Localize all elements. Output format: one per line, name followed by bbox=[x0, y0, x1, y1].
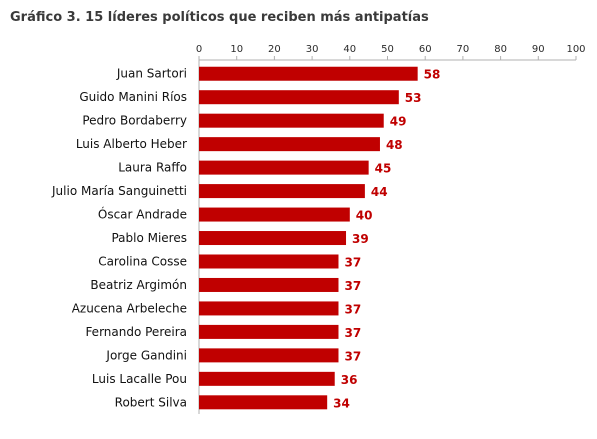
bar bbox=[199, 90, 399, 105]
value-label: 37 bbox=[344, 255, 361, 269]
category-label: Pedro Bordaberry bbox=[82, 114, 187, 128]
bar bbox=[199, 231, 347, 246]
category-label: Pablo Mieres bbox=[111, 231, 187, 245]
bar bbox=[199, 207, 350, 222]
bar bbox=[199, 66, 418, 81]
x-tick-label: 30 bbox=[306, 44, 319, 55]
bar bbox=[199, 395, 328, 410]
category-label: Robert Silva bbox=[115, 395, 187, 409]
bar bbox=[199, 137, 380, 152]
x-tick-label: 40 bbox=[343, 44, 356, 55]
value-label: 45 bbox=[375, 162, 392, 176]
x-tick-label: 80 bbox=[494, 44, 507, 55]
x-tick-label: 70 bbox=[457, 44, 470, 55]
x-tick-label: 20 bbox=[268, 44, 281, 55]
value-label: 37 bbox=[344, 302, 361, 316]
value-label: 49 bbox=[390, 115, 407, 129]
bars bbox=[199, 66, 418, 410]
bar bbox=[199, 254, 339, 269]
category-label: Luis Lacalle Pou bbox=[92, 372, 187, 386]
value-label: 37 bbox=[344, 279, 361, 293]
value-label: 53 bbox=[405, 91, 422, 105]
category-labels: Juan Sartori Guido Manini Ríos Pedro Borda… bbox=[51, 67, 187, 410]
x-tick-label: 50 bbox=[381, 44, 394, 55]
value-label: 37 bbox=[344, 326, 361, 340]
value-label: 40 bbox=[356, 209, 373, 223]
x-tick-label: 60 bbox=[419, 44, 432, 55]
x-tick-label: 10 bbox=[230, 44, 243, 55]
category-label: Beatriz Argimón bbox=[90, 278, 187, 292]
value-label: 48 bbox=[386, 138, 403, 152]
category-label: Julio María Sanguinetti bbox=[51, 184, 187, 198]
value-label: 34 bbox=[333, 396, 350, 410]
value-label: 37 bbox=[344, 349, 361, 363]
category-label: Azucena Arbeleche bbox=[72, 301, 187, 315]
category-label: Laura Raffo bbox=[118, 161, 187, 175]
category-label: Guido Manini Ríos bbox=[79, 90, 187, 104]
bar bbox=[199, 113, 384, 128]
value-label: 36 bbox=[341, 373, 358, 387]
bar bbox=[199, 371, 335, 386]
x-tick-label: 90 bbox=[532, 44, 545, 55]
category-label: Juan Sartori bbox=[116, 67, 187, 81]
value-label: 58 bbox=[424, 68, 441, 82]
category-label: Óscar Andrade bbox=[98, 207, 187, 222]
value-label: 39 bbox=[352, 232, 369, 246]
bar bbox=[199, 160, 369, 175]
chart-title: Gráfico 3. 15 líderes políticos que reci… bbox=[10, 10, 429, 25]
value-label: 44 bbox=[371, 185, 388, 199]
category-label: Luis Alberto Heber bbox=[76, 137, 187, 151]
bar bbox=[199, 324, 339, 339]
category-label: Fernando Pereira bbox=[85, 325, 187, 339]
category-label: Carolina Cosse bbox=[98, 254, 187, 268]
bar bbox=[199, 277, 339, 292]
bar bbox=[199, 184, 365, 199]
category-label: Jorge Gandini bbox=[105, 348, 187, 362]
bar bbox=[199, 301, 339, 316]
x-tick-label: 0 bbox=[196, 44, 202, 55]
x-tick-label: 100 bbox=[566, 44, 585, 55]
bar bbox=[199, 348, 339, 363]
